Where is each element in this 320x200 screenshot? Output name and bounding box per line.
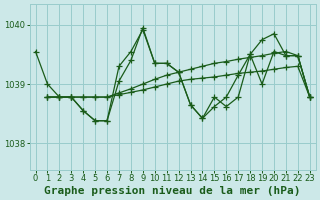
X-axis label: Graphe pression niveau de la mer (hPa): Graphe pression niveau de la mer (hPa) bbox=[44, 186, 301, 196]
